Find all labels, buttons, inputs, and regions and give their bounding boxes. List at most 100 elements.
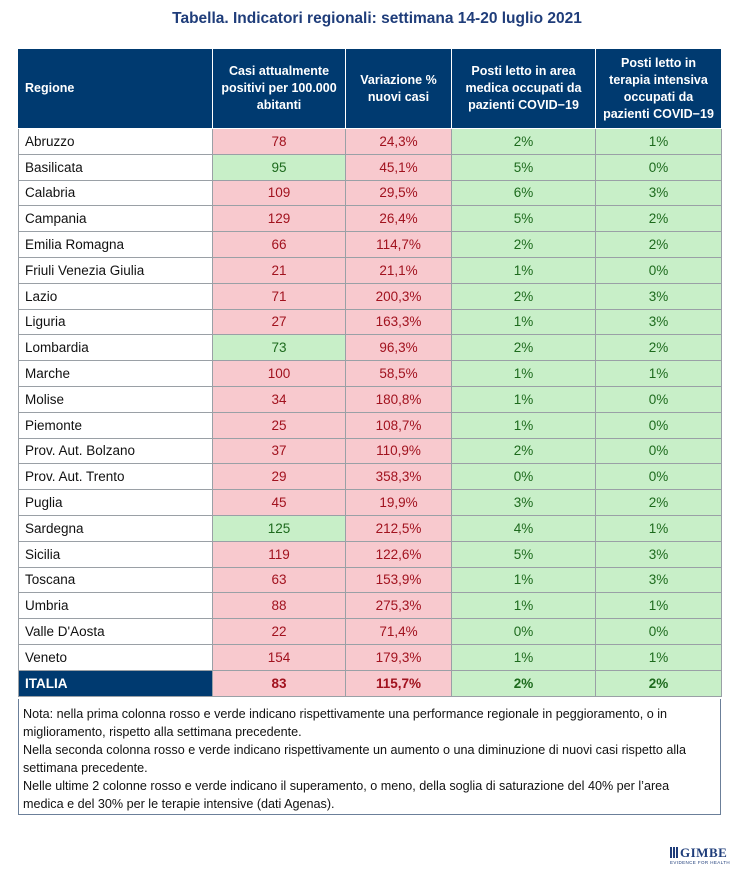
table-row: Campania 129 26,4% 5% 2% bbox=[18, 205, 722, 233]
icu-cell: 0% bbox=[595, 411, 722, 439]
region-cell: Liguria bbox=[18, 308, 213, 336]
cases-cell: 45 bbox=[212, 489, 346, 516]
variation-cell: 71,4% bbox=[345, 618, 452, 645]
icu-cell: 1% bbox=[595, 514, 722, 542]
cases-cell: 34 bbox=[212, 385, 346, 413]
table-row: Prov. Aut. Bolzano 37 110,9% 2% 0% bbox=[18, 437, 722, 465]
region-cell: Campania bbox=[18, 205, 213, 233]
region-cell: Piemonte bbox=[18, 411, 213, 439]
table-row: Marche 100 58,5% 1% 1% bbox=[18, 360, 722, 387]
note-first-column: Nota: nella prima colonna rosso e verde … bbox=[23, 707, 668, 739]
icu-cell: 3% bbox=[595, 308, 722, 336]
medical-cell: 1% bbox=[451, 385, 596, 413]
cases-cell: 27 bbox=[212, 308, 346, 336]
table-body: Abruzzo 78 24,3% 2% 1% Basilicata 95 45,1% 5% 0% C… bbox=[18, 128, 722, 697]
table-title: Tabella. Indicatori regionali: settimana… bbox=[172, 10, 582, 27]
region-cell: ITALIA bbox=[18, 669, 213, 697]
cases-cell: 71 bbox=[212, 282, 346, 310]
variation-cell: 179,3% bbox=[345, 643, 452, 671]
region-cell: Toscana bbox=[18, 566, 213, 594]
medical-cell: 2% bbox=[451, 334, 596, 362]
icu-cell: 1% bbox=[595, 592, 722, 620]
table-row: Abruzzo 78 24,3% 2% 1% bbox=[18, 128, 722, 155]
variation-cell: 114,7% bbox=[345, 231, 452, 258]
header-region: Regione bbox=[18, 48, 213, 129]
icu-cell: 2% bbox=[595, 489, 722, 516]
table-row: Valle D'Aosta 22 71,4% 0% 0% bbox=[18, 618, 722, 645]
medical-cell: 5% bbox=[451, 540, 596, 568]
cases-cell: 37 bbox=[212, 437, 346, 465]
variation-cell: 122,6% bbox=[345, 540, 452, 568]
variation-cell: 24,3% bbox=[345, 128, 452, 155]
table-row: Liguria 27 163,3% 1% 3% bbox=[18, 308, 722, 336]
variation-cell: 21,1% bbox=[345, 256, 452, 284]
table-row: Puglia 45 19,9% 3% 2% bbox=[18, 489, 722, 516]
variation-cell: 115,7% bbox=[345, 669, 452, 697]
header-medical-beds: Posti letto in area medica occupati da p… bbox=[451, 48, 596, 129]
table-row: Toscana 63 153,9% 1% 3% bbox=[18, 566, 722, 594]
cases-cell: 125 bbox=[212, 514, 346, 542]
table-row: Prov. Aut. Trento 29 358,3% 0% 0% bbox=[18, 463, 722, 491]
variation-cell: 45,1% bbox=[345, 153, 452, 181]
icu-cell: 0% bbox=[595, 153, 722, 181]
logo-tagline: EVIDENCE FOR HEALTH bbox=[670, 860, 731, 865]
region-cell: Calabria bbox=[18, 179, 213, 207]
table-row: Umbria 88 275,3% 1% 1% bbox=[18, 592, 722, 620]
region-cell: Veneto bbox=[18, 643, 213, 671]
table-row: Veneto 154 179,3% 1% 1% bbox=[18, 643, 722, 671]
icu-cell: 0% bbox=[595, 256, 722, 284]
variation-cell: 58,5% bbox=[345, 360, 452, 387]
medical-cell: 2% bbox=[451, 669, 596, 697]
header-cases: Casi attualmente positivi per 100.000 ab… bbox=[212, 48, 346, 129]
cases-cell: 154 bbox=[212, 643, 346, 671]
medical-cell: 1% bbox=[451, 360, 596, 387]
table-row: Basilicata 95 45,1% 5% 0% bbox=[18, 153, 722, 181]
region-cell: Abruzzo bbox=[18, 128, 213, 155]
medical-cell: 2% bbox=[451, 437, 596, 465]
region-cell: Molise bbox=[18, 385, 213, 413]
region-cell: Sicilia bbox=[18, 540, 213, 568]
table-row: Piemonte 25 108,7% 1% 0% bbox=[18, 411, 722, 439]
variation-cell: 110,9% bbox=[345, 437, 452, 465]
cases-cell: 100 bbox=[212, 360, 346, 387]
note-second-column: Nella seconda colonna rosso e verde indi… bbox=[23, 743, 686, 775]
icu-cell: 1% bbox=[595, 360, 722, 387]
icu-cell: 2% bbox=[595, 205, 722, 233]
total-row: ITALIA 83 115,7% 2% 2% bbox=[18, 669, 722, 697]
medical-cell: 2% bbox=[451, 128, 596, 155]
regional-indicators-table: Regione Casi attualmente positivi per 10… bbox=[18, 48, 722, 697]
medical-cell: 1% bbox=[451, 256, 596, 284]
region-cell: Lazio bbox=[18, 282, 213, 310]
cases-cell: 22 bbox=[212, 618, 346, 645]
cases-cell: 66 bbox=[212, 231, 346, 258]
table-row: Lazio 71 200,3% 2% 3% bbox=[18, 282, 722, 310]
variation-cell: 358,3% bbox=[345, 463, 452, 491]
variation-cell: 19,9% bbox=[345, 489, 452, 516]
medical-cell: 1% bbox=[451, 411, 596, 439]
table-row: Lombardia 73 96,3% 2% 2% bbox=[18, 334, 722, 362]
header-variation: Variazione % nuovi casi bbox=[345, 48, 452, 129]
cases-cell: 129 bbox=[212, 205, 346, 233]
table-header: Regione Casi attualmente positivi per 10… bbox=[18, 48, 722, 129]
logo-text: GIMBE bbox=[680, 845, 728, 860]
cases-cell: 119 bbox=[212, 540, 346, 568]
cases-cell: 83 bbox=[212, 669, 346, 697]
table-row: Friuli Venezia Giulia 21 21,1% 1% 0% bbox=[18, 256, 722, 284]
icu-cell: 3% bbox=[595, 282, 722, 310]
cases-cell: 78 bbox=[212, 128, 346, 155]
variation-cell: 212,5% bbox=[345, 514, 452, 542]
variation-cell: 163,3% bbox=[345, 308, 452, 336]
medical-cell: 1% bbox=[451, 566, 596, 594]
variation-cell: 275,3% bbox=[345, 592, 452, 620]
medical-cell: 3% bbox=[451, 489, 596, 516]
cases-cell: 109 bbox=[212, 179, 346, 207]
region-cell: Sardegna bbox=[18, 514, 213, 542]
note-last-columns: Nelle ultime 2 colonne rosso e verde ind… bbox=[23, 779, 670, 811]
region-cell: Umbria bbox=[18, 592, 213, 620]
variation-cell: 96,3% bbox=[345, 334, 452, 362]
icu-cell: 0% bbox=[595, 463, 722, 491]
icu-cell: 2% bbox=[595, 231, 722, 258]
variation-cell: 153,9% bbox=[345, 566, 452, 594]
cases-cell: 95 bbox=[212, 153, 346, 181]
icu-cell: 3% bbox=[595, 179, 722, 207]
